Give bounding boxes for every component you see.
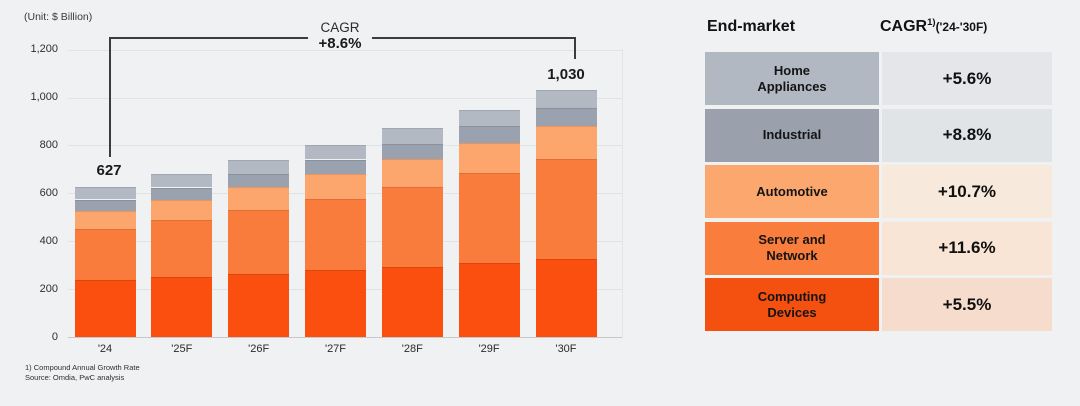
y-axis-tick-label: 600	[39, 186, 58, 199]
bar--25f	[151, 0, 213, 337]
bar-segment-server-and-network	[381, 186, 443, 267]
bar-segment-automotive	[381, 159, 443, 187]
bar-segment-computing-devices	[535, 258, 597, 337]
table-row-label-computing-devices: Computing Devices	[705, 278, 879, 331]
bar-segment-computing-devices	[74, 280, 136, 337]
table-row-label-server-and-network: Server and Network	[705, 221, 879, 275]
bar-segment-industrial	[228, 174, 290, 188]
cagr-header-range: ('24-'30F)	[935, 20, 988, 34]
cagr-bracket-riser-left	[109, 37, 111, 157]
table-row-cagr-server-and-network: +11.6%	[882, 221, 1052, 275]
bar--27f	[305, 0, 366, 337]
x-axis-tick-label: '30F	[555, 343, 577, 355]
bar-segment-server-and-network	[305, 198, 366, 271]
y-axis-tick-label: 1,200	[30, 43, 58, 56]
x-axis-tick-label: '29F	[478, 343, 500, 355]
bar-segment-industrial	[305, 159, 366, 174]
bar-segment-industrial	[535, 107, 597, 126]
bar-segment-automotive	[74, 210, 136, 229]
bar-segment-home-appliances	[535, 90, 597, 108]
bar--24	[74, 0, 136, 337]
gridline-1000	[68, 97, 622, 99]
cagr-title: CAGR	[320, 20, 360, 35]
bar-segment-server-and-network	[74, 228, 136, 281]
bar--29f	[458, 0, 520, 337]
table-row-cagr-industrial: +8.8%	[882, 108, 1052, 162]
y-axis-tick-label: 0	[51, 330, 58, 343]
cagr-bracket-line-left	[109, 37, 308, 39]
unit-label: (Unit: $ Billion)	[24, 11, 93, 23]
bar-total-label-24: 627	[96, 162, 122, 179]
x-axis-tick-label: '27F	[324, 343, 347, 355]
x-axis-tick-label: '28F	[401, 343, 423, 355]
bar-segment-computing-devices	[458, 262, 520, 337]
footnote-source: Source: Omdia, PwC analysis	[25, 373, 125, 382]
bar-segment-server-and-network	[151, 219, 213, 278]
gridline-1200	[68, 49, 622, 51]
bar-segment-server-and-network	[458, 173, 520, 263]
cagr-header-main: CAGR	[880, 18, 928, 35]
table-row-label-home-appliances: Home Appliances	[705, 52, 879, 105]
bar-segment-computing-devices	[228, 273, 290, 337]
table-header-cagr: CAGR1)('24-'30F)	[880, 17, 988, 36]
y-axis-tick-label: 200	[39, 282, 58, 295]
bar-segment-industrial	[458, 126, 520, 144]
bar-segment-computing-devices	[151, 277, 213, 337]
x-axis-tick-label: '25F	[171, 343, 193, 355]
cagr-bracket-line-right	[372, 37, 576, 39]
bar-segment-automotive	[458, 143, 520, 174]
table-row-label-industrial: Industrial	[705, 108, 879, 162]
table-row-cagr-home-appliances: +5.6%	[882, 52, 1052, 105]
bar--28f	[381, 0, 443, 337]
y-axis-tick-label: 400	[39, 234, 58, 247]
bar-segment-home-appliances	[305, 144, 366, 160]
bar-segment-industrial	[151, 187, 213, 200]
gridline-0	[68, 337, 622, 338]
cagr-header-footnote-marker: 1)	[927, 17, 936, 28]
bar-segment-home-appliances	[381, 127, 443, 144]
y-axis-tick-label: 1,000	[30, 91, 58, 103]
bar-segment-industrial	[74, 199, 136, 211]
table-row-cagr-computing-devices: +5.5%	[882, 278, 1052, 331]
bar-segment-home-appliances	[74, 186, 136, 200]
x-axis-tick-label: '24	[97, 343, 113, 355]
cagr-annotation: CAGR +8.6%	[280, 20, 400, 52]
bar-segment-computing-devices	[305, 270, 366, 337]
bar-total-label-30f: 1,030	[547, 66, 585, 83]
table-header-end-market: End-market	[707, 18, 796, 35]
bar-segment-industrial	[381, 143, 443, 160]
bar-segment-automotive	[305, 173, 366, 199]
plot-right-border	[622, 49, 623, 338]
bar-segment-computing-devices	[381, 266, 443, 337]
cagr-bracket-riser-right	[574, 37, 576, 59]
bar-segment-automotive	[228, 187, 290, 210]
footnote-cagr-definition: 1) Compound Annual Growth Rate	[25, 363, 140, 372]
y-axis-tick-label: 800	[39, 138, 58, 151]
bar-segment-home-appliances	[151, 174, 213, 188]
footnotes: 1) Compound Annual Growth Rate Source: O…	[25, 363, 140, 383]
table-row-label-automotive: Automotive	[705, 165, 879, 218]
bar-segment-home-appliances	[228, 160, 290, 175]
bar-segment-server-and-network	[228, 209, 290, 274]
bar--26f	[228, 0, 290, 337]
bar-segment-server-and-network	[535, 159, 597, 259]
x-axis-tick-label: '26F	[248, 343, 270, 355]
bar-segment-home-appliances	[458, 109, 520, 127]
bar-segment-automotive	[151, 199, 213, 220]
bar-segment-automotive	[535, 126, 597, 160]
bar--30f	[535, 0, 597, 337]
cagr-value: +8.6%	[318, 35, 362, 52]
table-row-cagr-automotive: +10.7%	[882, 165, 1052, 218]
